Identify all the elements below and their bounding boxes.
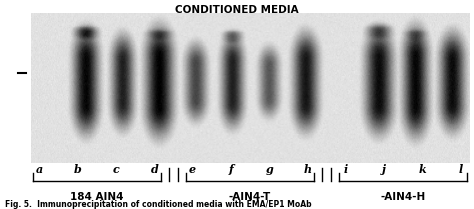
Text: g: g: [265, 164, 273, 175]
Text: d: d: [151, 164, 158, 175]
Text: h: h: [303, 164, 311, 175]
Text: -AIN4-H: -AIN4-H: [381, 192, 426, 202]
Text: 184 AIN4: 184 AIN4: [70, 192, 124, 202]
Text: e: e: [189, 164, 196, 175]
Text: a: a: [36, 164, 43, 175]
Text: -AIN4-T: -AIN4-T: [229, 192, 271, 202]
Text: j: j: [382, 164, 386, 175]
Text: f: f: [228, 164, 233, 175]
Text: c: c: [113, 164, 119, 175]
Text: k: k: [419, 164, 426, 175]
Text: b: b: [74, 164, 82, 175]
Text: Fig. 5.  Immunoprecipitation of conditioned media with EMA/EP1 MoAb: Fig. 5. Immunoprecipitation of condition…: [5, 200, 311, 209]
Text: l: l: [458, 164, 463, 175]
Text: CONDITIONED MEDIA: CONDITIONED MEDIA: [175, 5, 299, 15]
Text: i: i: [344, 164, 348, 175]
